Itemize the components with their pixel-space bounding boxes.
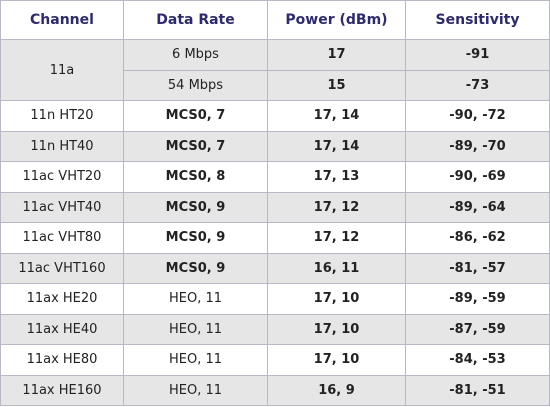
table-row: 11ac VHT20 MCS0, 8 17, 13 -90, -69: [0, 161, 550, 193]
table-row: 11ax HE20 HEO, 11 17, 10 -89, -59: [0, 283, 550, 315]
header-cell: Data Rate: [123, 0, 268, 40]
channel-cell: 11ac VHT40: [0, 191, 124, 223]
table-body: 11a 6 Mbps 17 -91 54 Mbps 15 -73 11n HT20 MCS0, …: [0, 39, 550, 406]
power-cell: 16, 9: [267, 374, 406, 406]
table-row: 11ac VHT80 MCS0, 9 17, 12 -86, -62: [0, 222, 550, 254]
data-rate-cell: HEO, 11: [123, 344, 268, 376]
power-cell: 17, 12: [267, 191, 406, 223]
channel-cell: 11ax HE40: [0, 313, 124, 345]
data-rate-cell: MCS0, 7: [123, 130, 268, 162]
sensitivity-cell: -90, -72: [405, 100, 550, 132]
power-cell: 17, 10: [267, 344, 406, 376]
header-cell: Sensitivity: [405, 0, 550, 40]
channel-cell: 11a: [0, 39, 124, 101]
sensitivity-cell: -86, -62: [405, 222, 550, 254]
sensitivity-cell: -89, -59: [405, 283, 550, 315]
table-row: 11n HT20 MCS0, 7 17, 14 -90, -72: [0, 100, 550, 132]
table-row: 11ax HE80 HEO, 11 17, 10 -84, -53: [0, 344, 550, 376]
sensitivity-cell: -91: [405, 39, 550, 71]
channel-cell: 11ax HE160: [0, 374, 124, 406]
power-cell: 17, 14: [267, 130, 406, 162]
header-row: Channel Data Rate Power (dBm) Sensitivity: [0, 0, 550, 40]
sensitivity-cell: -89, -70: [405, 130, 550, 162]
table-row: 11ax HE40 HEO, 11 17, 10 -87, -59: [0, 313, 550, 345]
power-cell: 17, 10: [267, 283, 406, 315]
data-rate-cell: HEO, 11: [123, 374, 268, 406]
power-cell: 17, 14: [267, 100, 406, 132]
data-rate-cell: MCS0, 8: [123, 161, 268, 193]
data-rate-cell: MCS0, 7: [123, 100, 268, 132]
power-cell: 17: [267, 39, 406, 71]
power-cell: 15: [267, 69, 406, 101]
channel-cell: 11ac VHT80: [0, 222, 124, 254]
data-rate-cell: 6 Mbps: [123, 39, 268, 71]
sensitivity-cell: -89, -64: [405, 191, 550, 223]
data-rate-cell: MCS0, 9: [123, 222, 268, 254]
table-row: 54 Mbps 15 -73: [1, 69, 550, 101]
table-row: 11n HT40 MCS0, 7 17, 14 -89, -70: [0, 130, 550, 162]
channel-cell: 11n HT20: [0, 100, 124, 132]
power-cell: 17, 13: [267, 161, 406, 193]
sensitivity-cell: -90, -69: [405, 161, 550, 193]
header-cell: Channel: [0, 0, 124, 40]
data-rate-cell: MCS0, 9: [123, 191, 268, 223]
table-row: 11ax HE160 HEO, 11 16, 9 -81, -51: [0, 374, 550, 406]
data-rate-cell: HEO, 11: [123, 283, 268, 315]
channel-cell: 11n HT40: [0, 130, 124, 162]
data-rate-cell: MCS0, 9: [123, 252, 268, 284]
sensitivity-cell: -73: [405, 69, 550, 101]
channel-cell: 11ax HE80: [0, 344, 124, 376]
sensitivity-cell: -87, -59: [405, 313, 550, 345]
data-rate-cell: HEO, 11: [123, 313, 268, 345]
power-cell: 17, 12: [267, 222, 406, 254]
table-row: 11ac VHT160 MCS0, 9 16, 11 -81, -57: [0, 252, 550, 284]
power-cell: 17, 10: [267, 313, 406, 345]
table-row: 11ac VHT40 MCS0, 9 17, 12 -89, -64: [0, 191, 550, 223]
sensitivity-cell: -84, -53: [405, 344, 550, 376]
channel-cell: 11ac VHT20: [0, 161, 124, 193]
channel-cell: 11ac VHT160: [0, 252, 124, 284]
power-cell: 16, 11: [267, 252, 406, 284]
sensitivity-cell: -81, -57: [405, 252, 550, 284]
sensitivity-cell: -81, -51: [405, 374, 550, 406]
data-rate-cell: 54 Mbps: [123, 69, 268, 101]
table-row: 11a 6 Mbps 17 -91: [0, 39, 550, 101]
header-cell: Power (dBm): [267, 0, 406, 40]
channel-cell: 11ax HE20: [0, 283, 124, 315]
